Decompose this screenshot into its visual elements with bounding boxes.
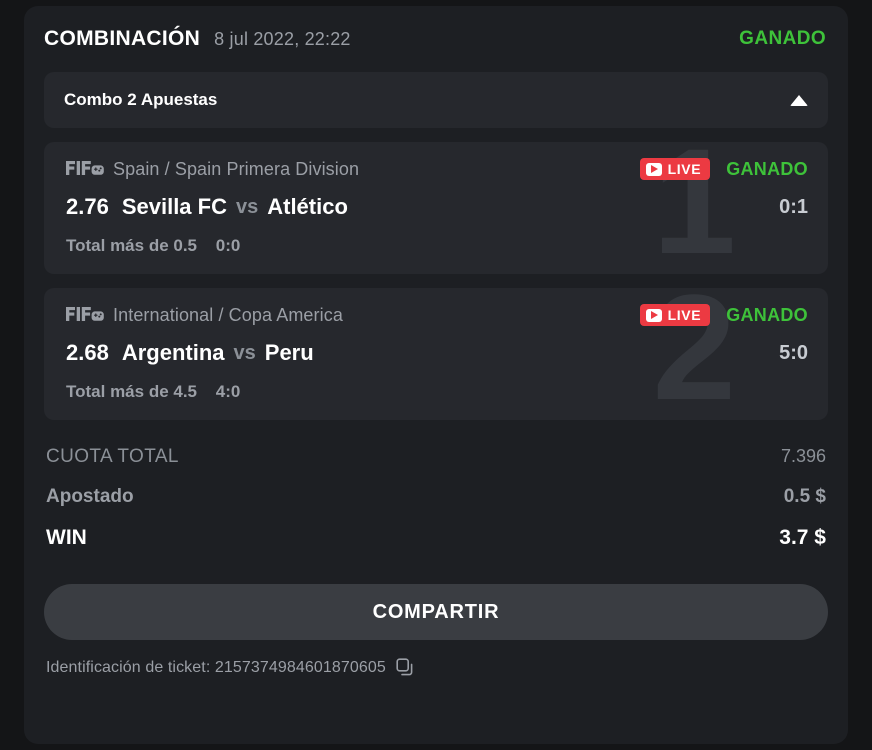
page-title: COMBINACIÓN	[44, 27, 201, 50]
combo-toggle-bar[interactable]: Combo 2 Apuestas	[44, 72, 828, 128]
ticket-id-row: Identificación de ticket: 21573749846018…	[46, 658, 848, 677]
bet-match-row: 2.76 Sevilla FC vs Atlético 0:1	[66, 194, 808, 220]
play-icon	[645, 308, 662, 322]
vs-separator: vs	[233, 341, 256, 364]
bet-status-badge: GANADO	[726, 158, 808, 179]
slip-timestamp: 8 jul 2022, 22:22	[214, 28, 351, 49]
share-button[interactable]: COMPARTIR	[44, 584, 828, 640]
bet-market-row: Total más de 0.5 0:0	[66, 236, 808, 256]
play-icon	[645, 162, 662, 176]
match-score: 5:0	[779, 341, 808, 364]
bet-card[interactable]: 2	[44, 288, 828, 420]
bet-league: International / Copa America	[113, 304, 343, 325]
home-team: Sevilla FC	[121, 194, 227, 219]
market-name: Total más de 4.5	[66, 382, 198, 401]
bet-card[interactable]: 1	[44, 142, 828, 274]
bet-league: Spain / Spain Primera Division	[113, 158, 360, 179]
slip-header: COMBINACIÓN 8 jul 2022, 22:22 GANADO	[24, 6, 848, 72]
fifa-esports-icon	[66, 158, 104, 180]
bet-header-row: Spain / Spain Primera Division LIVE GANA…	[66, 158, 808, 180]
bet-odds: 2.76	[66, 194, 109, 219]
market-name: Total más de 0.5	[66, 236, 198, 255]
bet-match-row: 2.68 Argentina vs Peru 5:0	[66, 340, 808, 366]
caret-up-icon[interactable]	[790, 94, 808, 106]
fifa-esports-icon	[66, 304, 104, 326]
live-label: LIVE	[667, 161, 702, 177]
copy-icon[interactable]	[396, 658, 415, 677]
totals-section: CUOTA TOTAL 7.396 Apostado 0.5 $ WIN 3.7…	[46, 446, 826, 550]
win-row: WIN 3.7 $	[46, 526, 826, 550]
market-score: 4:0	[215, 382, 241, 401]
home-team: Argentina	[121, 340, 225, 365]
stake-value: 0.5 $	[783, 486, 826, 507]
share-button-label: COMPARTIR	[372, 600, 500, 623]
total-odds-value: 7.396	[780, 446, 826, 466]
status-badge: GANADO	[739, 28, 826, 49]
stake-label: Apostado	[46, 486, 134, 507]
vs-separator: vs	[235, 195, 259, 218]
bet-status-badge: GANADO	[726, 304, 808, 325]
win-value: 3.7 $	[779, 526, 826, 549]
combo-label: Combo 2 Apuestas	[64, 90, 218, 109]
win-label: WIN	[46, 526, 87, 549]
total-odds-row: CUOTA TOTAL 7.396	[46, 446, 826, 468]
live-badge[interactable]: LIVE	[639, 304, 711, 326]
bet-odds: 2.68	[66, 340, 109, 365]
ticket-id-text: Identificación de ticket: 21573749846018…	[46, 658, 386, 676]
match-score: 0:1	[779, 195, 808, 218]
bet-market-row: Total más de 4.5 4:0	[66, 382, 808, 402]
stake-row: Apostado 0.5 $	[46, 486, 826, 508]
total-odds-label: CUOTA TOTAL	[46, 446, 179, 467]
market-score: 0:0	[215, 236, 241, 255]
bet-header-row: International / Copa America LIVE GANADO	[66, 304, 808, 326]
live-badge[interactable]: LIVE	[639, 158, 711, 180]
live-label: LIVE	[667, 307, 702, 323]
away-team: Peru	[264, 340, 314, 365]
bet-slip-panel: COMBINACIÓN 8 jul 2022, 22:22 GANADO Com…	[24, 6, 848, 744]
away-team: Atlético	[267, 194, 348, 219]
